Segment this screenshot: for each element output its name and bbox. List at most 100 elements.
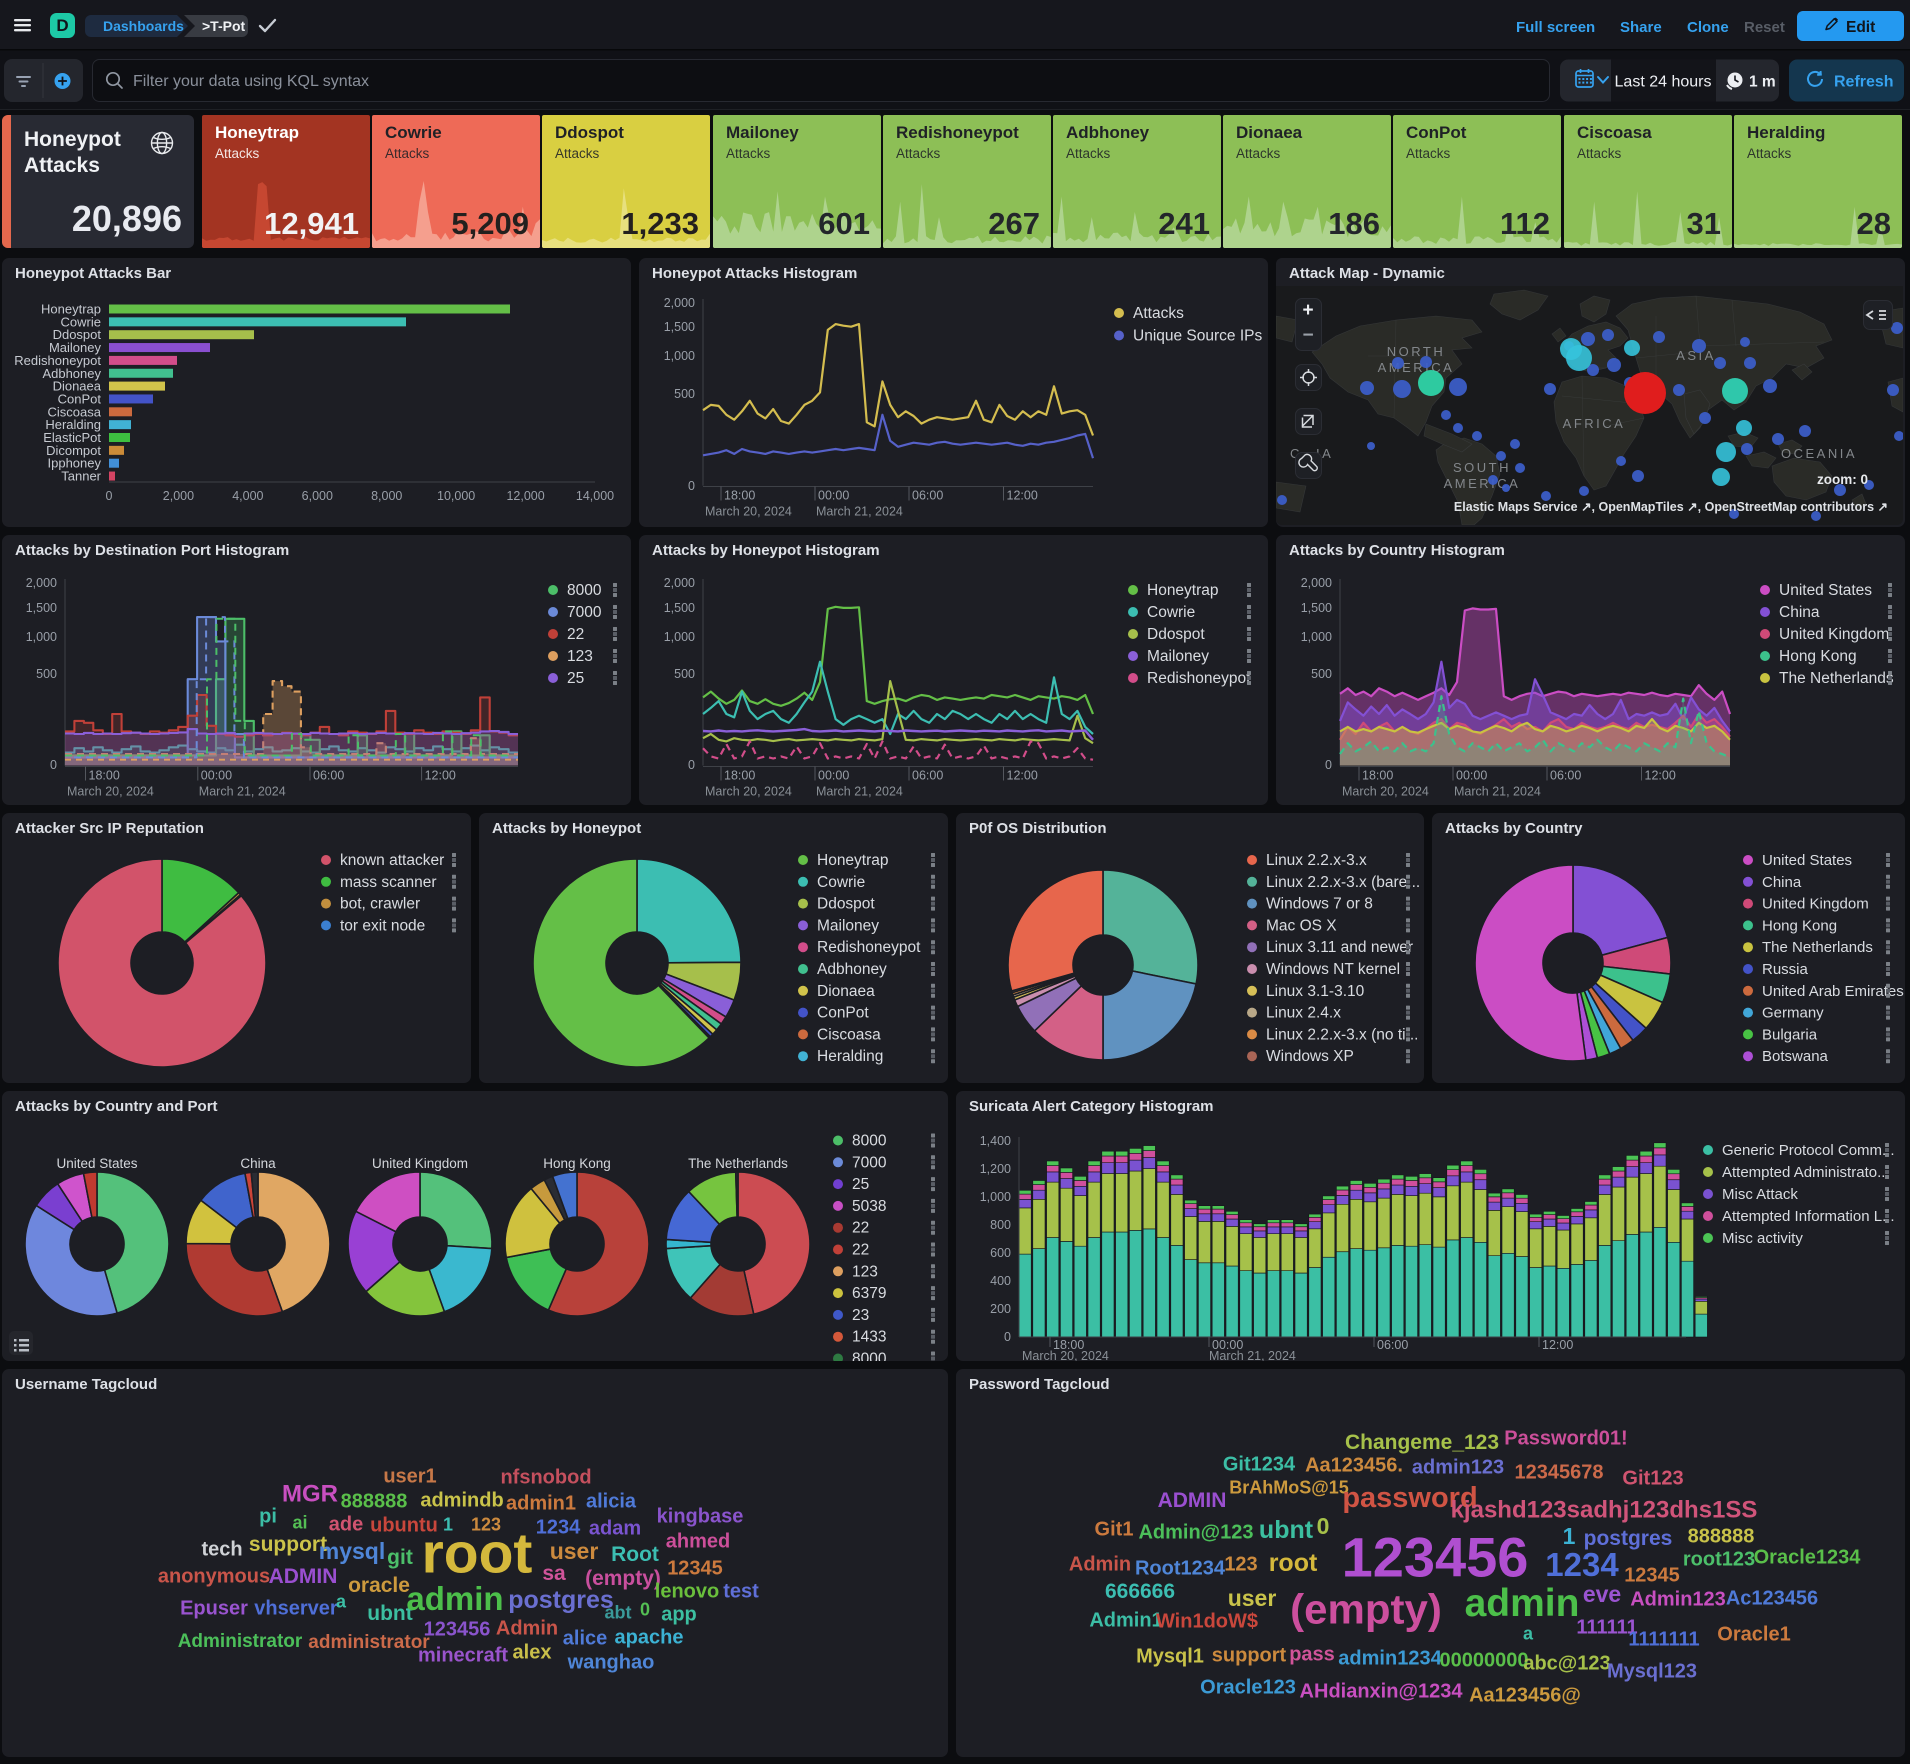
- svg-text:Dicompot: Dicompot: [46, 443, 101, 458]
- svg-text:Ciscoasa: Ciscoasa: [817, 1026, 881, 1043]
- svg-text:Cowrie: Cowrie: [817, 874, 865, 891]
- svg-text:Redishoneypot: Redishoneypot: [1147, 670, 1251, 687]
- svg-text:1,000: 1,000: [1301, 630, 1332, 644]
- svg-text:Cowrie: Cowrie: [61, 314, 101, 329]
- svg-text:Ddospot: Ddospot: [817, 896, 875, 913]
- svg-text:12,000: 12,000: [506, 489, 544, 503]
- svg-text:Linux 2.4.x: Linux 2.4.x: [1266, 1005, 1341, 1022]
- svg-text:2,000: 2,000: [26, 576, 57, 590]
- svg-text:1,000: 1,000: [980, 1190, 1011, 1204]
- svg-text:Mailoney: Mailoney: [1147, 648, 1209, 665]
- svg-text:Linux 2.2.x-3.x (no ti...: Linux 2.2.x-3.x (no ti...: [1266, 1026, 1419, 1043]
- svg-text:Refresh: Refresh: [1834, 74, 1894, 91]
- svg-text:22: 22: [852, 1242, 869, 1259]
- svg-text:Germany: Germany: [1762, 1005, 1824, 1022]
- svg-text:Clone: Clone: [1687, 19, 1729, 36]
- svg-text:00:00: 00:00: [818, 489, 849, 503]
- svg-text:China: China: [240, 1156, 276, 1171]
- svg-text:United Arab Emirates: United Arab Emirates: [1762, 983, 1904, 1000]
- svg-text:12:00: 12:00: [1007, 769, 1038, 783]
- svg-text:March 20, 2024: March 20, 2024: [1022, 1349, 1109, 1361]
- svg-text:06:00: 06:00: [912, 769, 943, 783]
- svg-text:Misc activity: Misc activity: [1722, 1230, 1803, 1247]
- svg-text:Hong Kong: Hong Kong: [1779, 648, 1857, 665]
- svg-text:zoom: 0: zoom: 0: [1817, 472, 1868, 487]
- svg-text:6379: 6379: [852, 1285, 886, 1302]
- svg-text:8,000: 8,000: [371, 489, 402, 503]
- svg-text:500: 500: [674, 387, 695, 401]
- svg-text:5038: 5038: [852, 1198, 886, 1215]
- svg-text:Tanner: Tanner: [61, 469, 101, 484]
- svg-text:00:00: 00:00: [1212, 1338, 1243, 1352]
- svg-text:200: 200: [990, 1302, 1011, 1316]
- svg-text:Ipphoney: Ipphoney: [48, 456, 102, 471]
- svg-text:8000: 8000: [567, 582, 602, 599]
- svg-text:March 21, 2024: March 21, 2024: [816, 505, 903, 519]
- svg-text:18:00: 18:00: [1053, 1338, 1084, 1352]
- svg-text:1,000: 1,000: [664, 349, 695, 363]
- svg-text:0: 0: [688, 479, 695, 493]
- svg-text:Honeytrap: Honeytrap: [817, 852, 889, 869]
- svg-text:Attempted Administrato...: Attempted Administrato...: [1722, 1164, 1890, 1181]
- svg-text:Attacks: Attacks: [1133, 305, 1184, 322]
- svg-text:Dionaea: Dionaea: [817, 983, 875, 1000]
- svg-text:Ddospot: Ddospot: [53, 327, 102, 342]
- svg-text:0: 0: [106, 489, 113, 503]
- svg-text:14,000: 14,000: [576, 489, 614, 503]
- svg-text:Heralding: Heralding: [817, 1048, 883, 1065]
- svg-text:C: C: [1290, 446, 1302, 461]
- svg-text:Elastic Maps Service ↗, OpenMa: Elastic Maps Service ↗, OpenMapTiles ↗, …: [1454, 500, 1888, 514]
- svg-text:800: 800: [990, 1218, 1011, 1232]
- svg-text:Hong Kong: Hong Kong: [1762, 917, 1837, 934]
- svg-text:Mac OS X: Mac OS X: [1266, 917, 1337, 934]
- svg-text:D: D: [56, 16, 68, 35]
- svg-text:Reset: Reset: [1744, 19, 1785, 36]
- svg-text:Windows 7 or 8: Windows 7 or 8: [1266, 896, 1373, 913]
- svg-text:123: 123: [567, 648, 593, 665]
- svg-text:March 20, 2024: March 20, 2024: [67, 785, 154, 799]
- svg-text:8000: 8000: [852, 1351, 887, 1362]
- svg-text:AMERICA: AMERICA: [1444, 476, 1521, 491]
- svg-text:United Kingdom: United Kingdom: [372, 1156, 468, 1171]
- svg-text:The Netherlands: The Netherlands: [688, 1156, 788, 1171]
- svg-text:23: 23: [852, 1307, 869, 1324]
- svg-text:500: 500: [1311, 667, 1332, 681]
- svg-text:March 20, 2024: March 20, 2024: [705, 785, 792, 799]
- svg-text:Windows NT kernel: Windows NT kernel: [1266, 961, 1400, 978]
- svg-text:0: 0: [1325, 758, 1332, 772]
- svg-text:8000: 8000: [852, 1133, 887, 1150]
- svg-text:Filter your data using KQL syn: Filter your data using KQL syntax: [133, 73, 369, 90]
- svg-text:2,000: 2,000: [664, 296, 695, 310]
- svg-text:March 21, 2024: March 21, 2024: [816, 785, 903, 799]
- svg-text:known attacker: known attacker: [340, 852, 444, 869]
- svg-text:Russia: Russia: [1762, 961, 1809, 978]
- svg-text:The Netherlands: The Netherlands: [1779, 670, 1894, 687]
- svg-text:Hong Kong: Hong Kong: [543, 1156, 611, 1171]
- svg-text:ElasticPot: ElasticPot: [43, 430, 101, 445]
- svg-text:0: 0: [688, 758, 695, 772]
- svg-text:06:00: 06:00: [912, 489, 943, 503]
- svg-text:2,000: 2,000: [664, 576, 695, 590]
- svg-text:1,500: 1,500: [1301, 601, 1332, 615]
- svg-text:China: China: [1762, 874, 1802, 891]
- svg-text:Botswana: Botswana: [1762, 1048, 1829, 1065]
- svg-text:Honeytrap: Honeytrap: [41, 302, 101, 317]
- svg-text:25: 25: [567, 670, 584, 687]
- svg-text:25: 25: [852, 1176, 869, 1193]
- svg-text:0: 0: [1004, 1330, 1011, 1344]
- svg-text:Generic Protocol Comm...: Generic Protocol Comm...: [1722, 1142, 1895, 1159]
- svg-text:7000: 7000: [567, 604, 602, 621]
- svg-text:United States: United States: [1762, 852, 1852, 869]
- svg-text:mass scanner: mass scanner: [340, 874, 436, 891]
- svg-text:Heralding: Heralding: [45, 417, 101, 432]
- svg-text:18:00: 18:00: [724, 489, 755, 503]
- svg-text:March 21, 2024: March 21, 2024: [199, 785, 286, 799]
- svg-text:Adbhoney: Adbhoney: [42, 366, 101, 381]
- svg-text:March 20, 2024: March 20, 2024: [1342, 785, 1429, 799]
- svg-text:March 21, 2024: March 21, 2024: [1209, 1349, 1296, 1361]
- svg-text:ASIA: ASIA: [1676, 348, 1716, 363]
- svg-text:OCEANIA: OCEANIA: [1781, 446, 1857, 461]
- svg-text:NORTH: NORTH: [1387, 344, 1445, 359]
- svg-text:Linux 3.11 and newer: Linux 3.11 and newer: [1266, 939, 1413, 956]
- svg-text:00:00: 00:00: [201, 769, 232, 783]
